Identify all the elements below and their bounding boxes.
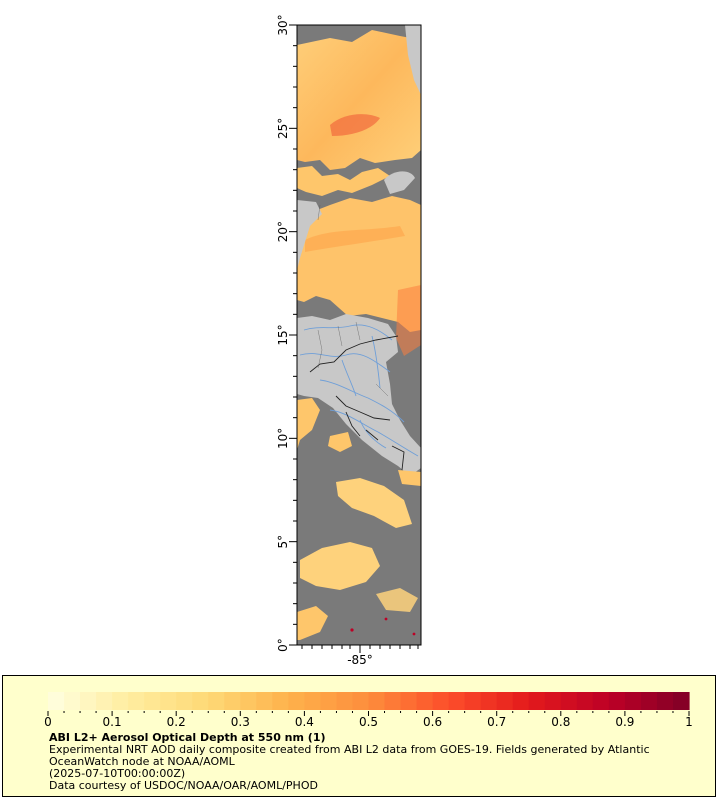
colorbar-cell — [480, 692, 498, 710]
colorbar-cell — [400, 692, 418, 710]
colorbar-cell — [672, 692, 690, 710]
map-panel: 0° 5° 10° 15° 20° 25° 30° -85° — [276, 14, 422, 667]
colorbar-cell — [224, 692, 241, 710]
land-peninsula — [384, 171, 415, 194]
colorbar-cell — [576, 692, 594, 710]
colorbar-cell — [464, 692, 482, 710]
colorbar-tick-label: 0.6 — [423, 715, 442, 729]
colorbar-cell — [368, 692, 386, 710]
aod-patch-south-3 — [376, 588, 418, 612]
colorbar-cell — [544, 692, 562, 710]
land-central-america — [297, 314, 421, 476]
colorbar-cell — [656, 692, 674, 710]
land-west-coast — [297, 200, 322, 270]
colorbar-cell — [128, 692, 145, 710]
colorbar-tick-label: 0.3 — [231, 715, 250, 729]
aod-patch-south-2 — [300, 542, 380, 590]
colorbar-tick-label: 0.9 — [615, 715, 634, 729]
latitude-ticks: 0° 5° 10° 15° 20° 25° 30° — [276, 14, 297, 652]
legend-source-text: Experimental NRT AOD daily composite cre… — [49, 743, 650, 768]
colorbar-cell — [528, 692, 546, 710]
colorbar-cell — [176, 692, 193, 710]
colorbar-cell — [592, 692, 610, 710]
land-north-strip — [405, 25, 421, 95]
colorbar-cell — [160, 692, 177, 710]
colorbar-cell — [192, 692, 209, 710]
colorbar-cell — [384, 692, 402, 710]
colorbar-cell — [288, 692, 305, 710]
lat-label: 10° — [276, 428, 290, 449]
colorbar-cell — [272, 692, 289, 710]
aod-hotspot — [412, 632, 416, 636]
legend-date: (2025-07-10T00:00:00Z) — [49, 767, 186, 780]
aod-southeast-patch — [398, 470, 421, 486]
colorbar-cell — [96, 692, 113, 710]
colorbar-tick-label: 0.4 — [295, 715, 314, 729]
colorbar-cell — [112, 692, 129, 710]
borders — [309, 335, 405, 471]
colorbar-tick-label: 0.1 — [103, 715, 122, 729]
colorbar-cell — [256, 692, 273, 710]
aod-hotspot — [350, 628, 354, 632]
legend-credit: Data courtesy of USDOC/NOAA/OAR/AOML/PHO… — [49, 779, 318, 792]
colorbar-cell — [336, 692, 354, 710]
colorbar-cell — [64, 692, 81, 710]
aod-coastal-south — [297, 398, 320, 450]
lat-label: 25° — [276, 118, 290, 139]
aod-coastal-patch — [328, 432, 352, 452]
aod-plume-core — [330, 114, 380, 136]
colorbar-cell — [352, 692, 370, 710]
aod-field-north-2 — [297, 166, 390, 196]
legend-panel: 0 0.1 0.2 0.3 0.4 0.5 0.6 0.7 0.8 0.9 1 ABI L2+ Ae… — [2, 675, 716, 797]
colorbar-cell — [496, 692, 514, 710]
colorbar-cell — [304, 692, 322, 710]
lat-label: 15° — [276, 324, 290, 345]
colorbar-cells — [48, 692, 690, 710]
colorbar-cell — [448, 692, 466, 710]
colorbar-tick-label: 1 — [685, 715, 693, 729]
aod-plume-streak — [305, 226, 405, 252]
lat-label: 20° — [276, 221, 290, 242]
longitude-ticks: -85° — [301, 645, 419, 667]
colorbar-cell — [624, 692, 642, 710]
colorbar-cell — [48, 692, 65, 710]
colorbar-cell — [240, 692, 257, 710]
colorbar-tick-label: 0 — [44, 715, 52, 729]
lon-label: -85° — [347, 653, 373, 667]
lat-label: 5° — [276, 535, 290, 549]
aod-field-north — [297, 30, 421, 170]
colorbar-cell — [144, 692, 161, 710]
colorbar-cell — [560, 692, 578, 710]
lat-label: 30° — [276, 14, 290, 35]
colorbar-cell — [512, 692, 530, 710]
colorbar: 0 0.1 0.2 0.3 0.4 0.5 0.6 0.7 0.8 0.9 1 — [44, 692, 693, 729]
colorbar-cell — [208, 692, 225, 710]
colorbar-cell — [320, 692, 338, 710]
rivers — [299, 324, 419, 457]
aod-hotspot — [384, 617, 388, 621]
colorbar-cell — [432, 692, 450, 710]
admin-borders — [317, 204, 389, 397]
colorbar-tick-label: 0.2 — [167, 715, 186, 729]
colorbar-tick-label: 0.8 — [551, 715, 570, 729]
aod-plume-east — [396, 285, 421, 356]
legend-description: ABI L2+ Aerosol Optical Depth at 550 nm … — [49, 732, 699, 792]
colorbar-cell — [80, 692, 97, 710]
colorbar-cell — [640, 692, 658, 710]
legend-title: ABI L2+ Aerosol Optical Depth at 550 nm … — [49, 731, 326, 744]
map-area — [297, 25, 421, 645]
colorbar-tick-label: 0.5 — [359, 715, 378, 729]
colorbar-ticks: 0 0.1 0.2 0.3 0.4 0.5 0.6 0.7 0.8 0.9 1 — [44, 711, 693, 729]
aod-patch-south-1 — [336, 478, 412, 528]
lat-label: 0° — [276, 638, 290, 652]
colorbar-cell — [608, 692, 626, 710]
colorbar-cell — [416, 692, 434, 710]
aod-patch-south-4 — [297, 606, 328, 640]
colorbar-tick-label: 0.7 — [487, 715, 506, 729]
